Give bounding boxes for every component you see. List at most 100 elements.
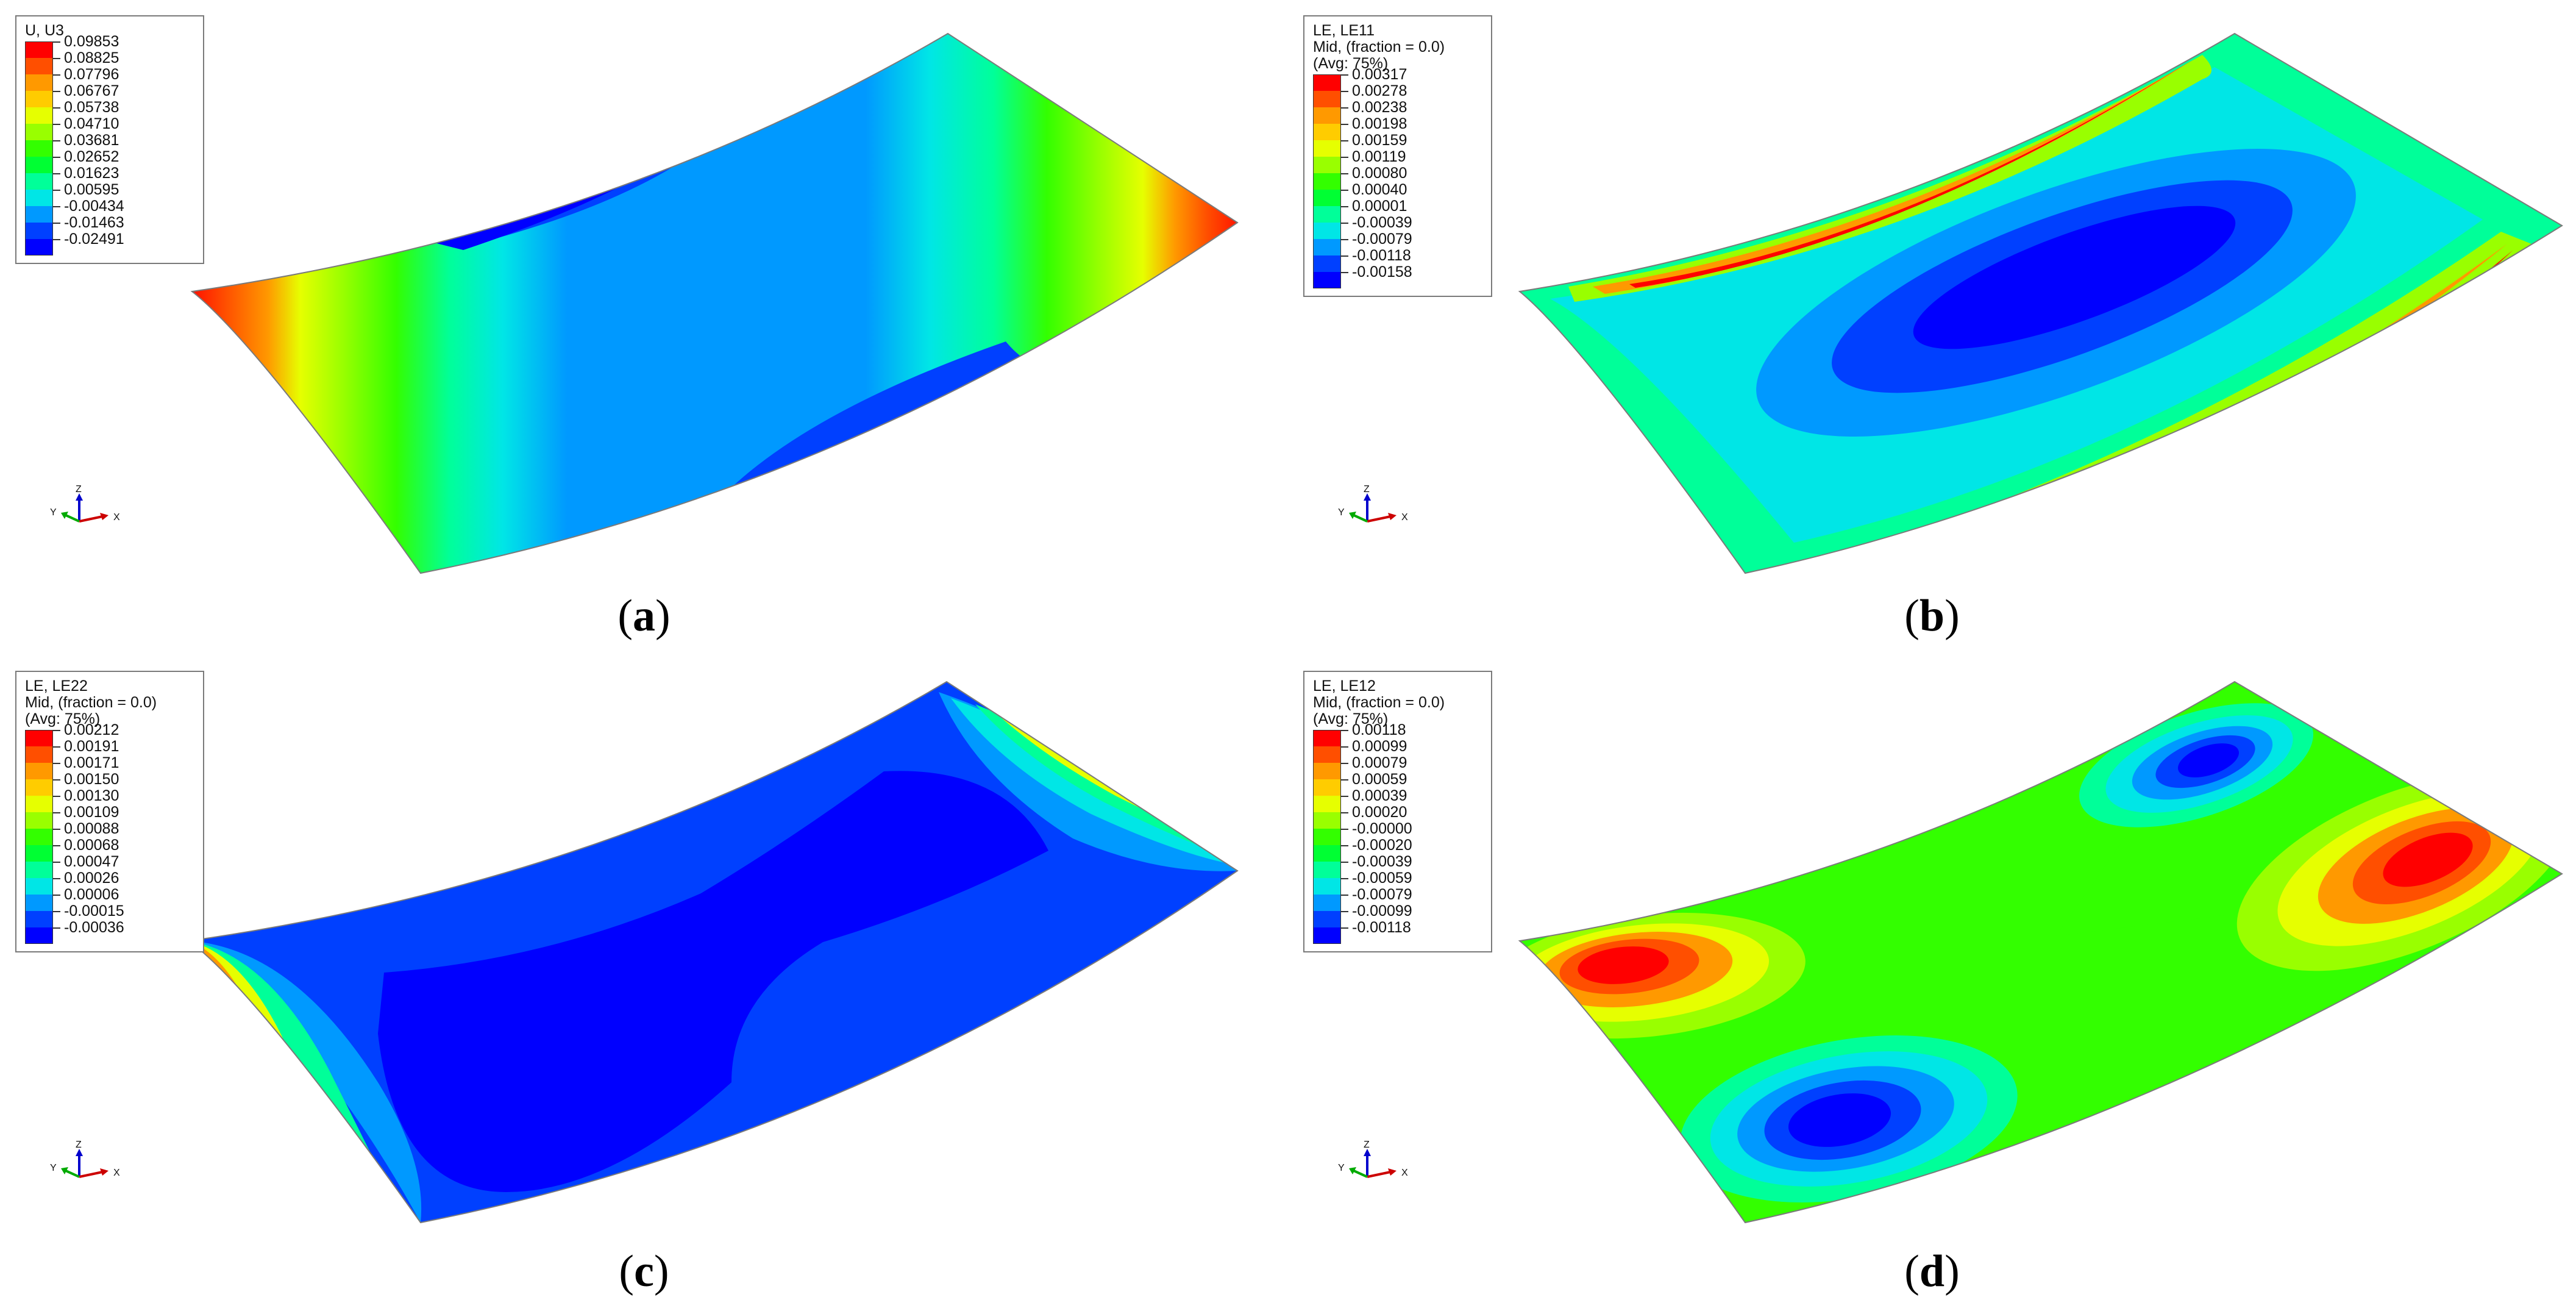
legend-entry: -0.00039 <box>1313 854 1485 878</box>
caption-a: (a) <box>617 591 671 641</box>
contour-plot-u3 <box>190 32 1239 574</box>
legend-entry: 0.00595 <box>25 182 197 206</box>
legend-entry: 0.00191 <box>25 739 197 763</box>
legend-entry: -0.01463 <box>25 215 197 239</box>
legend-swatch <box>1313 173 1341 190</box>
legend-entry: -0.00036 <box>25 920 197 944</box>
legend-averaging: (Avg: 75%) <box>1313 710 1389 727</box>
legend-swatch <box>1313 796 1341 812</box>
le12-min-blob-right <box>2177 743 2240 777</box>
legend-entry: -0.00059 <box>1313 871 1485 895</box>
legend-entry: -0.00039 <box>1313 215 1485 239</box>
coordinate-triad: Z X Y <box>1338 485 1408 523</box>
legend-value: 0.00020 <box>1352 804 1407 821</box>
legend-value: 0.00171 <box>64 754 119 771</box>
legend-value: -0.00434 <box>64 198 124 215</box>
legend-entry: -0.00434 <box>25 199 197 223</box>
legend-u3: U, U3 0.09853 0.08825 0.07796 0.06767 0.0573… <box>15 15 204 264</box>
legend-swatch <box>1313 746 1341 763</box>
caption-letter: b <box>1919 591 1945 641</box>
legend-swatch <box>25 124 53 140</box>
legend-entry: 0.00150 <box>25 772 197 796</box>
x-axis <box>79 515 103 523</box>
y-label: Y <box>50 507 57 518</box>
legend-value: 0.07796 <box>64 66 119 83</box>
legend-swatch <box>25 911 53 927</box>
legend-entry: 0.00278 <box>1313 84 1485 107</box>
caption-c: (c) <box>619 1246 669 1296</box>
legend-value: 0.04710 <box>64 115 119 132</box>
legend-entry: 0.00039 <box>1313 788 1485 812</box>
legend-swatch <box>25 140 53 157</box>
legend-value: 0.00059 <box>1352 771 1407 788</box>
z-label: Z <box>1364 485 1370 495</box>
legend-entry: -0.00079 <box>1313 887 1485 911</box>
legend-swatch <box>25 190 53 206</box>
legend-swatch <box>25 239 53 255</box>
legend-section-point: Mid, (fraction = 0.0) <box>1313 38 1445 55</box>
legend-value: 0.00001 <box>1352 198 1407 215</box>
y-axis <box>65 514 80 523</box>
legend-swatch <box>1313 157 1341 173</box>
legend-entry: 0.00109 <box>25 805 197 829</box>
legend-entry: -0.00000 <box>1313 821 1485 845</box>
legend-value: 0.03681 <box>64 132 119 149</box>
legend-entry: 0.00099 <box>1313 739 1485 763</box>
le12-max-blob-left <box>1578 946 1669 984</box>
legend-value: -0.00118 <box>1352 247 1411 264</box>
legend-swatch <box>25 74 53 91</box>
coordinate-triad: Z X Y <box>50 1140 120 1178</box>
legend-value: -0.00036 <box>64 919 124 936</box>
legend-entry: 0.01623 <box>25 166 197 190</box>
caption-b: (b) <box>1904 591 1960 641</box>
legend-entry: 0.06767 <box>25 84 197 107</box>
legend-entry: 0.00171 <box>25 756 197 779</box>
caption-letter: a <box>633 591 655 641</box>
legend-title: U, U3 <box>25 22 64 39</box>
legend-swatch <box>25 223 53 239</box>
y-axis <box>65 1170 80 1178</box>
x-label: X <box>1401 1168 1408 1178</box>
color-scale: 0.00118 0.00099 0.00079 0.00059 0.00039 0.000… <box>1313 723 1485 944</box>
legend-entry: 0.00119 <box>1313 149 1485 173</box>
legend-swatch <box>25 779 53 796</box>
color-scale: 0.00317 0.00278 0.00238 0.00198 0.00159 0.001… <box>1313 67 1485 288</box>
legend-entry: 0.00059 <box>1313 772 1485 796</box>
legend-entry: 0.04710 <box>25 116 197 140</box>
legend-swatch <box>1313 206 1341 223</box>
legend-swatch <box>1313 862 1341 878</box>
legend-swatch <box>25 878 53 895</box>
legend-entry: 0.07796 <box>25 67 197 91</box>
legend-entry: 0.00238 <box>1313 100 1485 124</box>
legend-le22: LE, LE22 Mid, (fraction = 0.0) (Avg: 75%… <box>15 671 204 952</box>
legend-swatch <box>1313 255 1341 272</box>
legend-section-point: Mid, (fraction = 0.0) <box>1313 694 1445 711</box>
legend-value: -0.00000 <box>1352 820 1412 837</box>
legend-swatch <box>25 746 53 763</box>
x-axis <box>79 1171 103 1178</box>
legend-entry: 0.00006 <box>25 887 197 911</box>
x-axis <box>1367 515 1391 523</box>
legend-value: 0.00119 <box>1352 148 1406 165</box>
legend-value: 0.00039 <box>1352 787 1407 804</box>
legend-entry: 0.00040 <box>1313 182 1485 206</box>
legend-section-point: Mid, (fraction = 0.0) <box>25 694 157 711</box>
legend-value: 0.00026 <box>64 870 119 887</box>
legend-swatch <box>1313 927 1341 944</box>
legend-entry: 0.00080 <box>1313 166 1485 190</box>
legend-value: -0.00099 <box>1352 902 1412 920</box>
z-label: Z <box>76 1140 82 1150</box>
legend-entry: 0.00079 <box>1313 756 1485 779</box>
legend-title: LE, LE11 <box>1313 22 1375 39</box>
legend-value: 0.00079 <box>1352 754 1407 771</box>
panel-c: LE, LE22 Mid, (fraction = 0.0) (Avg: 75%… <box>0 656 1288 1311</box>
legend-value: -0.01463 <box>64 214 124 231</box>
legend-entry: 0.00198 <box>1313 116 1485 140</box>
legend-value: -0.00039 <box>1352 853 1412 870</box>
legend-value: -0.00158 <box>1352 263 1412 280</box>
coordinate-triad: Z X Y <box>50 485 120 523</box>
legend-entry: 0.00088 <box>25 821 197 845</box>
legend-averaging: (Avg: 75%) <box>25 710 101 727</box>
legend-title: LE, LE22 <box>25 677 88 695</box>
y-label: Y <box>1338 507 1345 518</box>
